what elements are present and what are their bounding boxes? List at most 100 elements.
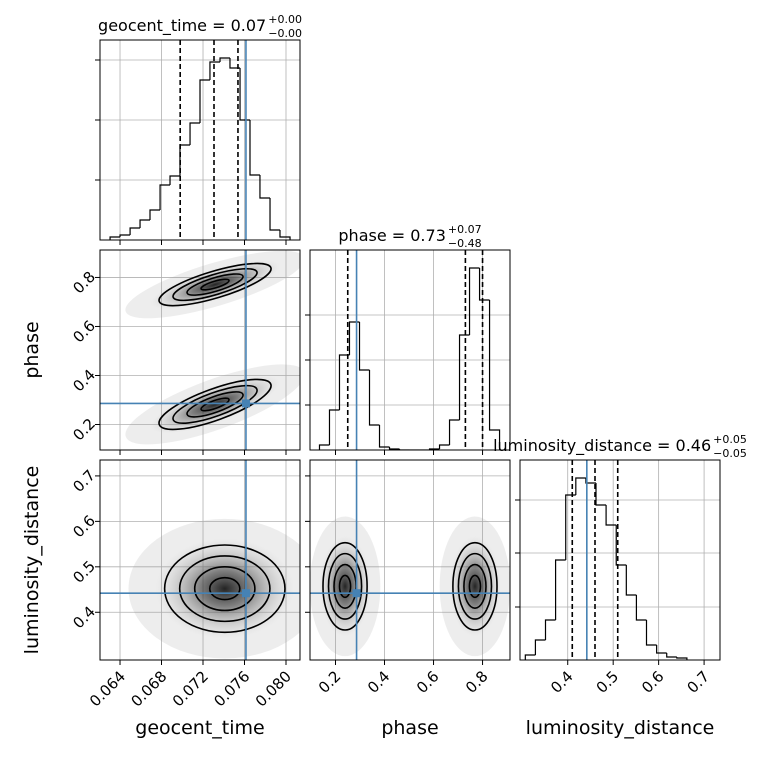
truth-marker — [352, 589, 361, 598]
hist-bin — [378, 425, 390, 448]
hist-bin — [625, 565, 637, 596]
hist-bin — [139, 219, 150, 228]
hist-bin — [219, 57, 230, 62]
hist-bin — [318, 444, 330, 450]
hist-bin — [575, 477, 586, 495]
panel: 0.2 0.4 0.6 0.8 — [305, 459, 511, 697]
title-plus: +0.05 — [713, 433, 747, 446]
hist-bin — [348, 321, 360, 355]
y-tick-label: 0.4 — [69, 603, 99, 633]
contour — [322, 541, 368, 631]
title-minus: −0.48 — [448, 237, 482, 250]
x-axis-label: phase — [381, 717, 438, 739]
hist-bin — [585, 478, 596, 484]
x-tick-label: 0.6 — [638, 667, 668, 697]
title-minus: −0.00 — [268, 27, 302, 40]
panel-frame — [99, 249, 301, 451]
contour — [200, 397, 230, 412]
hist-bin — [438, 444, 450, 449]
hist-bin — [229, 58, 241, 69]
hist-bin — [448, 419, 460, 445]
hist-bin — [635, 595, 647, 621]
x-tick-label: 0.076 — [210, 667, 253, 710]
x-tick-label: 0.4 — [364, 667, 394, 697]
y-tick-label: 0.4 — [69, 366, 99, 396]
hist-bin — [358, 322, 370, 371]
contour — [200, 278, 230, 291]
hist-bin — [239, 68, 250, 121]
hist-bin — [189, 122, 200, 145]
y-tick-label: 0.5 — [69, 557, 99, 587]
hist-bin — [119, 234, 131, 237]
contour — [193, 566, 256, 612]
truth-marker — [241, 399, 250, 408]
truth-marker — [241, 589, 250, 598]
contour — [338, 574, 352, 599]
panel-frame — [519, 459, 721, 661]
density — [155, 538, 294, 639]
x-axis-label: luminosity_distance — [526, 717, 715, 739]
hist-bin — [338, 354, 350, 410]
density — [449, 536, 501, 637]
contour — [186, 273, 244, 296]
x-tick-label: 0.072 — [169, 667, 212, 710]
hist-bin — [269, 198, 280, 231]
contour — [208, 576, 241, 601]
x-axis-label: geocent_time — [135, 717, 264, 739]
contour — [172, 384, 258, 424]
hist-bin — [656, 645, 667, 654]
panel-content — [524, 460, 688, 660]
hist-bin — [676, 657, 688, 660]
contour — [452, 541, 498, 631]
panel: geocent_time = 0.07 +0.00−0.00 — [95, 13, 302, 245]
y-tick-label: 0.6 — [69, 512, 99, 542]
title-plus: +0.00 — [268, 13, 302, 26]
y-axis-label: phase — [21, 321, 43, 378]
contour — [327, 552, 363, 620]
panel-title: geocent_time = 0.07 — [98, 16, 266, 36]
contour — [178, 555, 271, 623]
title-minus: −0.05 — [713, 447, 747, 460]
y-tick-label: 0.8 — [69, 268, 99, 298]
density — [150, 260, 280, 309]
contour — [158, 262, 272, 307]
hist-bin — [645, 620, 657, 646]
y-axis-label: luminosity_distance — [21, 466, 43, 655]
hist-bin — [169, 175, 180, 185]
x-tick-label: 0.6 — [413, 667, 443, 697]
title-plus: +0.07 — [448, 223, 482, 236]
hist-bin — [259, 175, 271, 199]
hist-bin — [544, 619, 556, 640]
density — [150, 375, 280, 434]
hist-bin — [554, 559, 566, 620]
panel-content — [310, 460, 510, 660]
x-tick-label: 0.2 — [315, 667, 345, 697]
hist-bin — [179, 144, 191, 176]
panel: phase = 0.73 +0.07−0.48 — [305, 223, 511, 455]
hist-bin — [109, 236, 121, 240]
panel-frame — [309, 459, 511, 661]
hist-bin — [328, 409, 340, 445]
panel-title: phase = 0.73 — [338, 226, 445, 245]
contour — [463, 563, 487, 609]
x-tick-label: 0.8 — [462, 667, 492, 697]
contour — [457, 552, 493, 620]
x-tick-label: 0.068 — [127, 667, 170, 710]
panel-content — [109, 40, 291, 240]
x-tick-label: 0.080 — [252, 667, 295, 710]
y-tick-label: 0.2 — [69, 415, 99, 445]
hist-bin — [666, 653, 677, 658]
panel: 0.2 0.4 0.6 0.8 — [69, 249, 301, 455]
panel-title: luminosity_distance = 0.46 — [493, 436, 711, 456]
panel-frame — [309, 249, 511, 451]
x-tick-label: 0.4 — [547, 667, 577, 697]
y-tick-label: 0.7 — [69, 466, 99, 496]
hist-bin — [595, 483, 607, 506]
hist-bin — [524, 654, 536, 660]
hist-bin — [388, 447, 400, 450]
panel-content — [100, 460, 300, 660]
y-tick-label: 0.6 — [69, 317, 99, 347]
hist-bin — [398, 449, 410, 450]
